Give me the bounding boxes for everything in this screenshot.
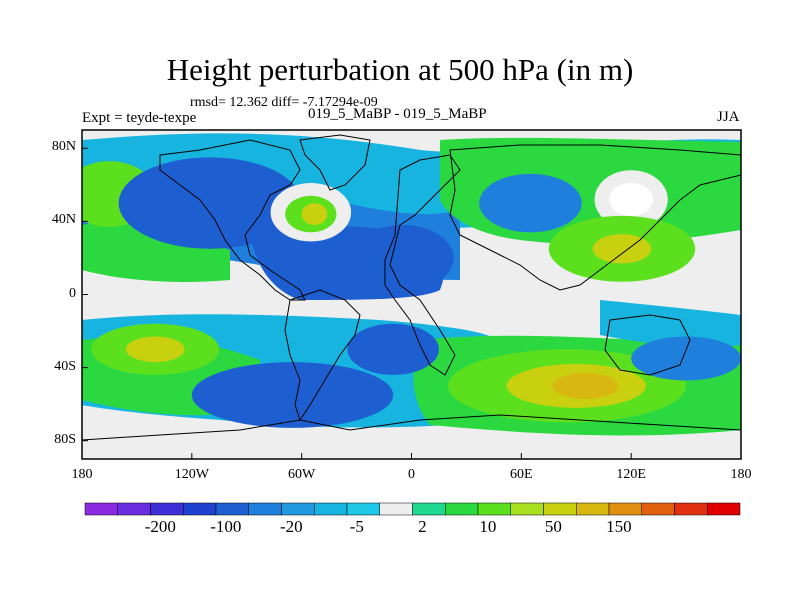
axis-ticks (81, 147, 742, 459)
lat-tick-label: 40N (51, 212, 76, 228)
colorbar-box (379, 502, 413, 516)
coastline-south-america (284, 289, 361, 422)
colorbar-box (412, 502, 446, 516)
colorbar-box (445, 502, 479, 516)
colorbar-box (543, 502, 577, 516)
contour-feature-8 (609, 183, 654, 216)
colorbar-box (150, 502, 184, 516)
colorbar-box (183, 502, 217, 516)
coastline-asia (449, 144, 741, 291)
colorbar-label: -5 (349, 517, 364, 536)
coastline-europe-africa (384, 154, 461, 376)
colorbar-box (674, 502, 708, 516)
lon-tick-label: 180 (730, 467, 752, 482)
contour-feature-11 (351, 225, 454, 291)
colorbar-box (117, 502, 151, 516)
lat-tick-label: 80N (51, 139, 76, 155)
colorbar-label: 10 (479, 517, 497, 536)
australia-band (600, 300, 741, 347)
colorbar-box (641, 502, 675, 516)
colorbar-box (281, 502, 315, 516)
lon-tick-label: 60E (510, 467, 533, 482)
colorbar-box (510, 502, 544, 516)
coastlines (82, 134, 741, 441)
colorbar-label: -100 (210, 517, 242, 536)
colorbar-label: -200 (144, 517, 176, 536)
contour-feature-14 (191, 362, 394, 428)
contour-features (82, 157, 741, 428)
colorbar-box (314, 502, 348, 516)
colorbar-label: 2 (418, 517, 427, 536)
colorbar-box (576, 502, 610, 516)
lat-tick-label: 40S (54, 358, 76, 374)
lon-tick-label: 0 (408, 467, 415, 482)
chart-title: Height perturbation at 500 hPa (in m) (166, 52, 634, 87)
lat-tick-label: 0 (69, 285, 76, 301)
lon-tick-label: 60W (288, 467, 316, 482)
contour-feature-13 (125, 336, 185, 363)
contour-feature-6 (479, 173, 582, 233)
lon-tick-label: 120E (616, 467, 646, 482)
antarctic-band (82, 430, 741, 459)
coastline-north-america (159, 139, 306, 301)
contour-feature-10 (592, 234, 652, 264)
coastline-antarctica (82, 414, 741, 441)
runs-label: 019_5_MaBP - 019_5_MaBP (308, 106, 487, 122)
lon-tick-label: 120W (174, 467, 209, 482)
lon-tick-label: 180 (71, 467, 93, 482)
coastline-australia (604, 314, 691, 376)
contour-feature-18 (552, 373, 619, 399)
experiment-label: Expt = teyde-texpe (82, 110, 197, 126)
coastline-greenland (299, 134, 371, 191)
map-plot-area (82, 130, 741, 459)
colorbar-box (346, 502, 380, 516)
colorbar-label: 150 (606, 517, 632, 536)
colorbar-box (248, 502, 282, 516)
stats-text: rmsd= 12.362 diff= -7.17294e-09 (190, 95, 378, 110)
colorbar-label: 50 (544, 517, 562, 536)
contour-feature-19 (631, 336, 741, 381)
colorbar-box (707, 502, 741, 516)
colorbar-box (84, 502, 118, 516)
colorbar-box (477, 502, 511, 516)
contour-feature-2 (118, 157, 302, 249)
colorbar-box (608, 502, 642, 516)
colorbar-label: -20 (279, 517, 303, 536)
season-label: JJA (717, 109, 740, 125)
contour-feature-15 (347, 323, 439, 375)
colorbar-box (215, 502, 249, 516)
colorbar (84, 502, 741, 516)
contour-feature-5 (301, 203, 328, 226)
pacific-band (82, 222, 230, 282)
lat-tick-label: 80S (54, 431, 76, 447)
